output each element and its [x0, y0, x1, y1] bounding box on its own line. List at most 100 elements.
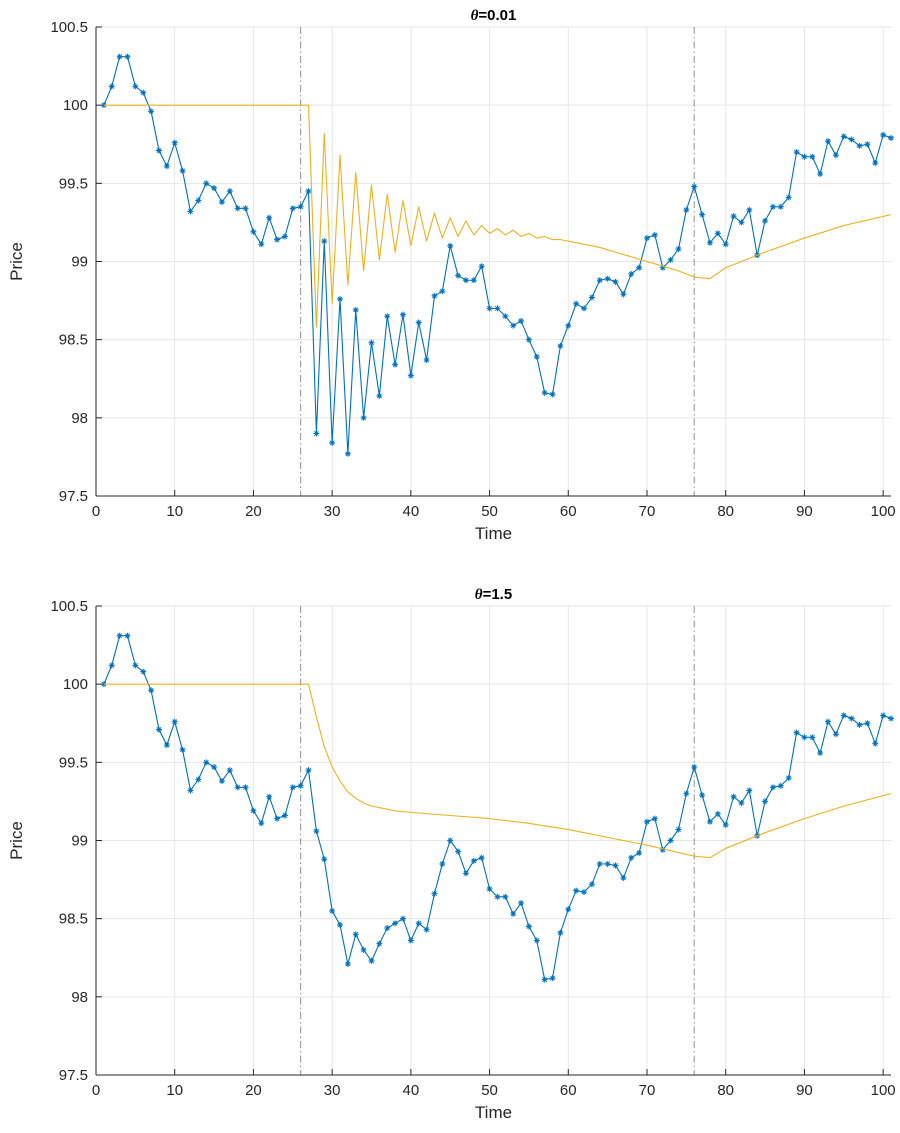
- data-point: [108, 83, 115, 90]
- data-point: [722, 821, 729, 828]
- data-point: [242, 784, 249, 791]
- data-point: [636, 850, 643, 857]
- data-point: [683, 206, 690, 213]
- data-point: [281, 233, 288, 240]
- x-tick-label: 30: [324, 1082, 341, 1099]
- data-point: [596, 860, 603, 867]
- data-point: [691, 764, 698, 771]
- x-tick-label: 40: [403, 1082, 420, 1099]
- data-point: [384, 925, 391, 932]
- data-point: [651, 815, 658, 822]
- data-point: [140, 668, 147, 675]
- data-point: [785, 774, 792, 781]
- data-point: [533, 353, 540, 360]
- data-point: [604, 860, 611, 867]
- x-tick-label: 30: [324, 503, 341, 520]
- data-point: [447, 837, 454, 844]
- data-point: [872, 160, 879, 167]
- data-point: [462, 277, 469, 284]
- x-tick-label: 0: [92, 503, 100, 520]
- data-point: [289, 205, 296, 212]
- data-point: [518, 900, 525, 907]
- data-point: [628, 271, 635, 278]
- title-theta-value: =1.5: [483, 586, 513, 603]
- title-theta-symbol: θ: [475, 587, 483, 603]
- data-point: [620, 875, 627, 882]
- data-point: [817, 170, 824, 177]
- y-tick-label: 99.5: [59, 754, 88, 771]
- data-point: [730, 793, 737, 800]
- data-point: [565, 906, 572, 913]
- data-point: [163, 742, 170, 749]
- reference-series-line: [103, 104, 892, 328]
- data-point: [148, 687, 155, 694]
- chart-panel-2: 0 10 20 30 40 50 60 70 80 90 100 97.5 98 98.5 99 99.5 10…: [7, 586, 896, 1122]
- data-point: [769, 203, 776, 210]
- data-point: [187, 787, 194, 794]
- data-point: [557, 342, 564, 349]
- x-tick-label: 70: [639, 1082, 656, 1099]
- data-point: [266, 793, 273, 800]
- data-point: [171, 718, 178, 725]
- data-point: [289, 784, 296, 791]
- data-point: [329, 439, 336, 446]
- data-point: [352, 931, 359, 938]
- data-point: [699, 211, 706, 218]
- data-point: [455, 848, 462, 855]
- data-point: [195, 776, 202, 783]
- data-point: [344, 961, 351, 968]
- data-point: [643, 235, 650, 242]
- data-point: [525, 923, 532, 930]
- data-point: [281, 812, 288, 819]
- data-point: [675, 245, 682, 252]
- data-point: [533, 937, 540, 944]
- x-tick-label: 50: [481, 1082, 498, 1099]
- data-point: [832, 152, 839, 159]
- data-point: [848, 715, 855, 722]
- data-point: [211, 764, 218, 771]
- y-tick-label: 98: [71, 989, 88, 1006]
- data-point: [132, 662, 139, 669]
- data-point: [746, 206, 753, 213]
- data-point: [565, 322, 572, 329]
- data-point: [384, 313, 391, 320]
- data-point: [179, 746, 186, 753]
- data-point: [588, 881, 595, 888]
- data-point: [880, 712, 887, 719]
- data-point: [399, 311, 406, 318]
- data-point: [643, 818, 650, 825]
- data-point: [628, 854, 635, 861]
- data-point: [124, 632, 131, 639]
- data-point: [415, 319, 422, 326]
- data-point: [297, 203, 304, 210]
- data-point: [651, 231, 658, 238]
- x-tick-label: 10: [166, 1082, 183, 1099]
- data-point: [888, 134, 894, 141]
- data-point: [407, 937, 414, 944]
- data-point: [864, 720, 871, 727]
- data-point: [762, 217, 769, 224]
- data-point: [596, 277, 603, 284]
- data-point: [714, 230, 721, 237]
- data-point: [132, 83, 139, 90]
- data-point: [376, 940, 383, 947]
- x-axis-label: Time: [475, 524, 512, 543]
- data-point: [675, 826, 682, 833]
- data-point: [573, 887, 580, 894]
- data-point: [817, 749, 824, 756]
- data-point: [329, 907, 336, 914]
- data-point: [431, 292, 438, 299]
- data-point: [344, 450, 351, 457]
- data-point: [557, 929, 564, 936]
- data-point: [155, 726, 162, 733]
- data-point: [360, 946, 367, 953]
- data-point: [179, 167, 186, 174]
- y-tick-label: 100.5: [50, 19, 88, 36]
- data-point: [581, 889, 588, 896]
- data-point: [305, 767, 312, 774]
- data-point: [502, 893, 509, 900]
- data-point: [699, 792, 706, 799]
- data-point: [691, 183, 698, 190]
- data-point: [116, 632, 123, 639]
- data-point: [470, 857, 477, 864]
